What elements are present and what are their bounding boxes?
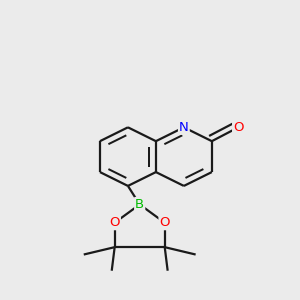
Text: O: O xyxy=(110,216,120,229)
Text: O: O xyxy=(233,121,244,134)
Text: B: B xyxy=(135,198,144,211)
Text: N: N xyxy=(179,121,189,134)
Text: O: O xyxy=(160,216,170,229)
